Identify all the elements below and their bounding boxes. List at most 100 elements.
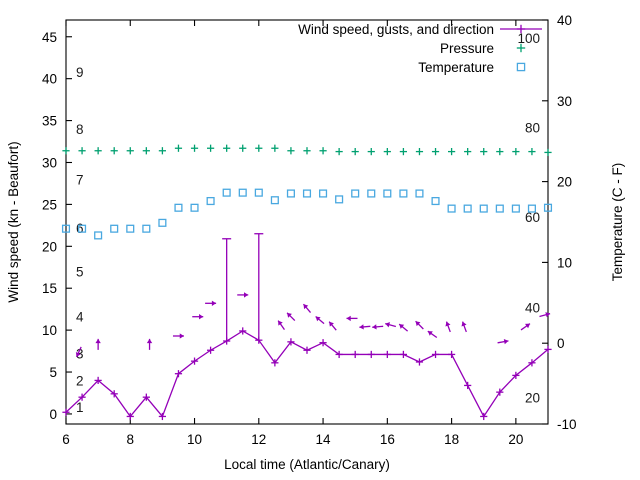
wind-direction-arrow [359, 324, 364, 330]
x-tick-label: 14 [316, 432, 332, 447]
wind-direction-arrow [372, 324, 377, 330]
temperature-point [302, 189, 312, 198]
beaufort-label: 4 [76, 310, 84, 325]
wind-direction-arrow [75, 351, 81, 357]
beaufort-label: 7 [76, 172, 84, 187]
y-tick-label: 20 [42, 239, 57, 254]
fahrenheit-label: 20 [525, 390, 540, 405]
y2-tick-label: 0 [557, 336, 565, 351]
y-tick-label: 15 [42, 281, 57, 296]
temperature-point [447, 204, 456, 213]
temperature-point [94, 231, 103, 240]
wind-direction-arrow [244, 292, 249, 298]
temperature-point [126, 224, 135, 233]
beaufort-label: 2 [76, 373, 84, 388]
beaufort-label: 5 [76, 264, 84, 279]
x-tick-label: 6 [62, 432, 70, 447]
y-tick-label: 0 [49, 407, 57, 422]
x-tick-label: 12 [251, 432, 266, 447]
temperature-point [174, 203, 183, 212]
temperature-point [415, 189, 424, 198]
temperature-point [527, 204, 536, 213]
x-tick-label: 20 [508, 432, 523, 447]
wind-direction-arrow [146, 338, 153, 344]
beaufort-label: 1 [76, 400, 84, 415]
y-tick-label: 5 [49, 365, 57, 380]
legend-label: Pressure [440, 41, 494, 56]
wind-direction-arrow [199, 314, 204, 320]
temperature-point [479, 204, 488, 213]
x-axis-title: Local time (Atlantic/Canary) [224, 457, 390, 472]
wind-direction-arrow [211, 300, 217, 306]
temperature-point [206, 196, 215, 206]
beaufort-label: 9 [76, 65, 84, 80]
temperature-point [254, 188, 263, 197]
wind-direction-arrow [399, 324, 405, 329]
temperature-point [238, 188, 247, 197]
x-tick-label: 10 [187, 432, 202, 447]
y-tick-label: 35 [42, 114, 57, 129]
plot-frame [65, 19, 549, 425]
temperature-point [190, 203, 199, 212]
y-tick-label: 45 [42, 30, 57, 45]
temperature-point [543, 203, 553, 212]
temperature-point [222, 188, 231, 197]
wind-direction-arrow [525, 323, 531, 329]
wind-direction-arrow [95, 338, 101, 344]
wind-direction-arrow [445, 321, 451, 327]
wind-direction-arrow [303, 304, 309, 310]
temperature-point [319, 189, 328, 198]
temperature-point [158, 218, 167, 227]
temperature-point [495, 204, 504, 213]
legend-label: Temperature [418, 60, 494, 75]
y2-tick-label: 20 [557, 175, 572, 190]
y2-tick-label: 30 [557, 94, 572, 109]
temperature-point [61, 224, 71, 233]
y2-tick-label: -10 [557, 417, 577, 432]
temperature-point [463, 204, 472, 213]
y-tick-label: 40 [42, 72, 57, 87]
wind-direction-arrow [287, 312, 292, 318]
wind-direction-arrow [315, 316, 321, 322]
temperature-point [367, 189, 376, 198]
wind-direction-arrow [415, 321, 421, 327]
y-tick-label: 30 [42, 155, 57, 170]
temperature-point [286, 189, 295, 198]
y2-axis-title: Temperature (C - F) [610, 163, 625, 282]
wind-direction-arrow [545, 312, 551, 318]
wind-direction-arrow [461, 321, 467, 327]
temperature-point [142, 224, 151, 233]
y2-tick-label: 40 [557, 13, 572, 28]
wind-direction-arrow [346, 315, 351, 322]
wind-direction-arrow [179, 333, 184, 339]
temperature-point [335, 195, 344, 204]
temperature-point [383, 189, 392, 198]
temperature-point [78, 224, 87, 233]
beaufort-label: 6 [76, 221, 84, 236]
wind-direction-arrow [503, 338, 509, 345]
beaufort-label: 8 [76, 122, 84, 137]
temperature-point [399, 189, 408, 198]
temperature-point [270, 196, 279, 205]
fahrenheit-label: 100 [517, 31, 540, 46]
wind-direction-arrow [427, 331, 433, 336]
temperature-point [110, 224, 119, 233]
legend-sample-marker [516, 62, 526, 72]
wind-direction-arrow [385, 322, 391, 328]
y-tick-label: 10 [42, 323, 57, 338]
wind-speed-line [65, 330, 549, 418]
y-tick-label: 25 [42, 197, 57, 212]
temperature-point [431, 196, 440, 206]
x-tick-label: 8 [127, 432, 135, 447]
wind-direction-arrow [329, 321, 334, 327]
fahrenheit-label: 60 [525, 210, 540, 225]
fahrenheit-label: 40 [525, 301, 540, 316]
y-axis-title: Wind speed (kn - Beaufort) [6, 141, 21, 302]
temperature-point [511, 204, 520, 213]
temperature-point [351, 189, 360, 198]
x-tick-label: 16 [380, 432, 395, 447]
y2-tick-label: 10 [557, 255, 572, 270]
fahrenheit-label: 80 [525, 120, 540, 135]
